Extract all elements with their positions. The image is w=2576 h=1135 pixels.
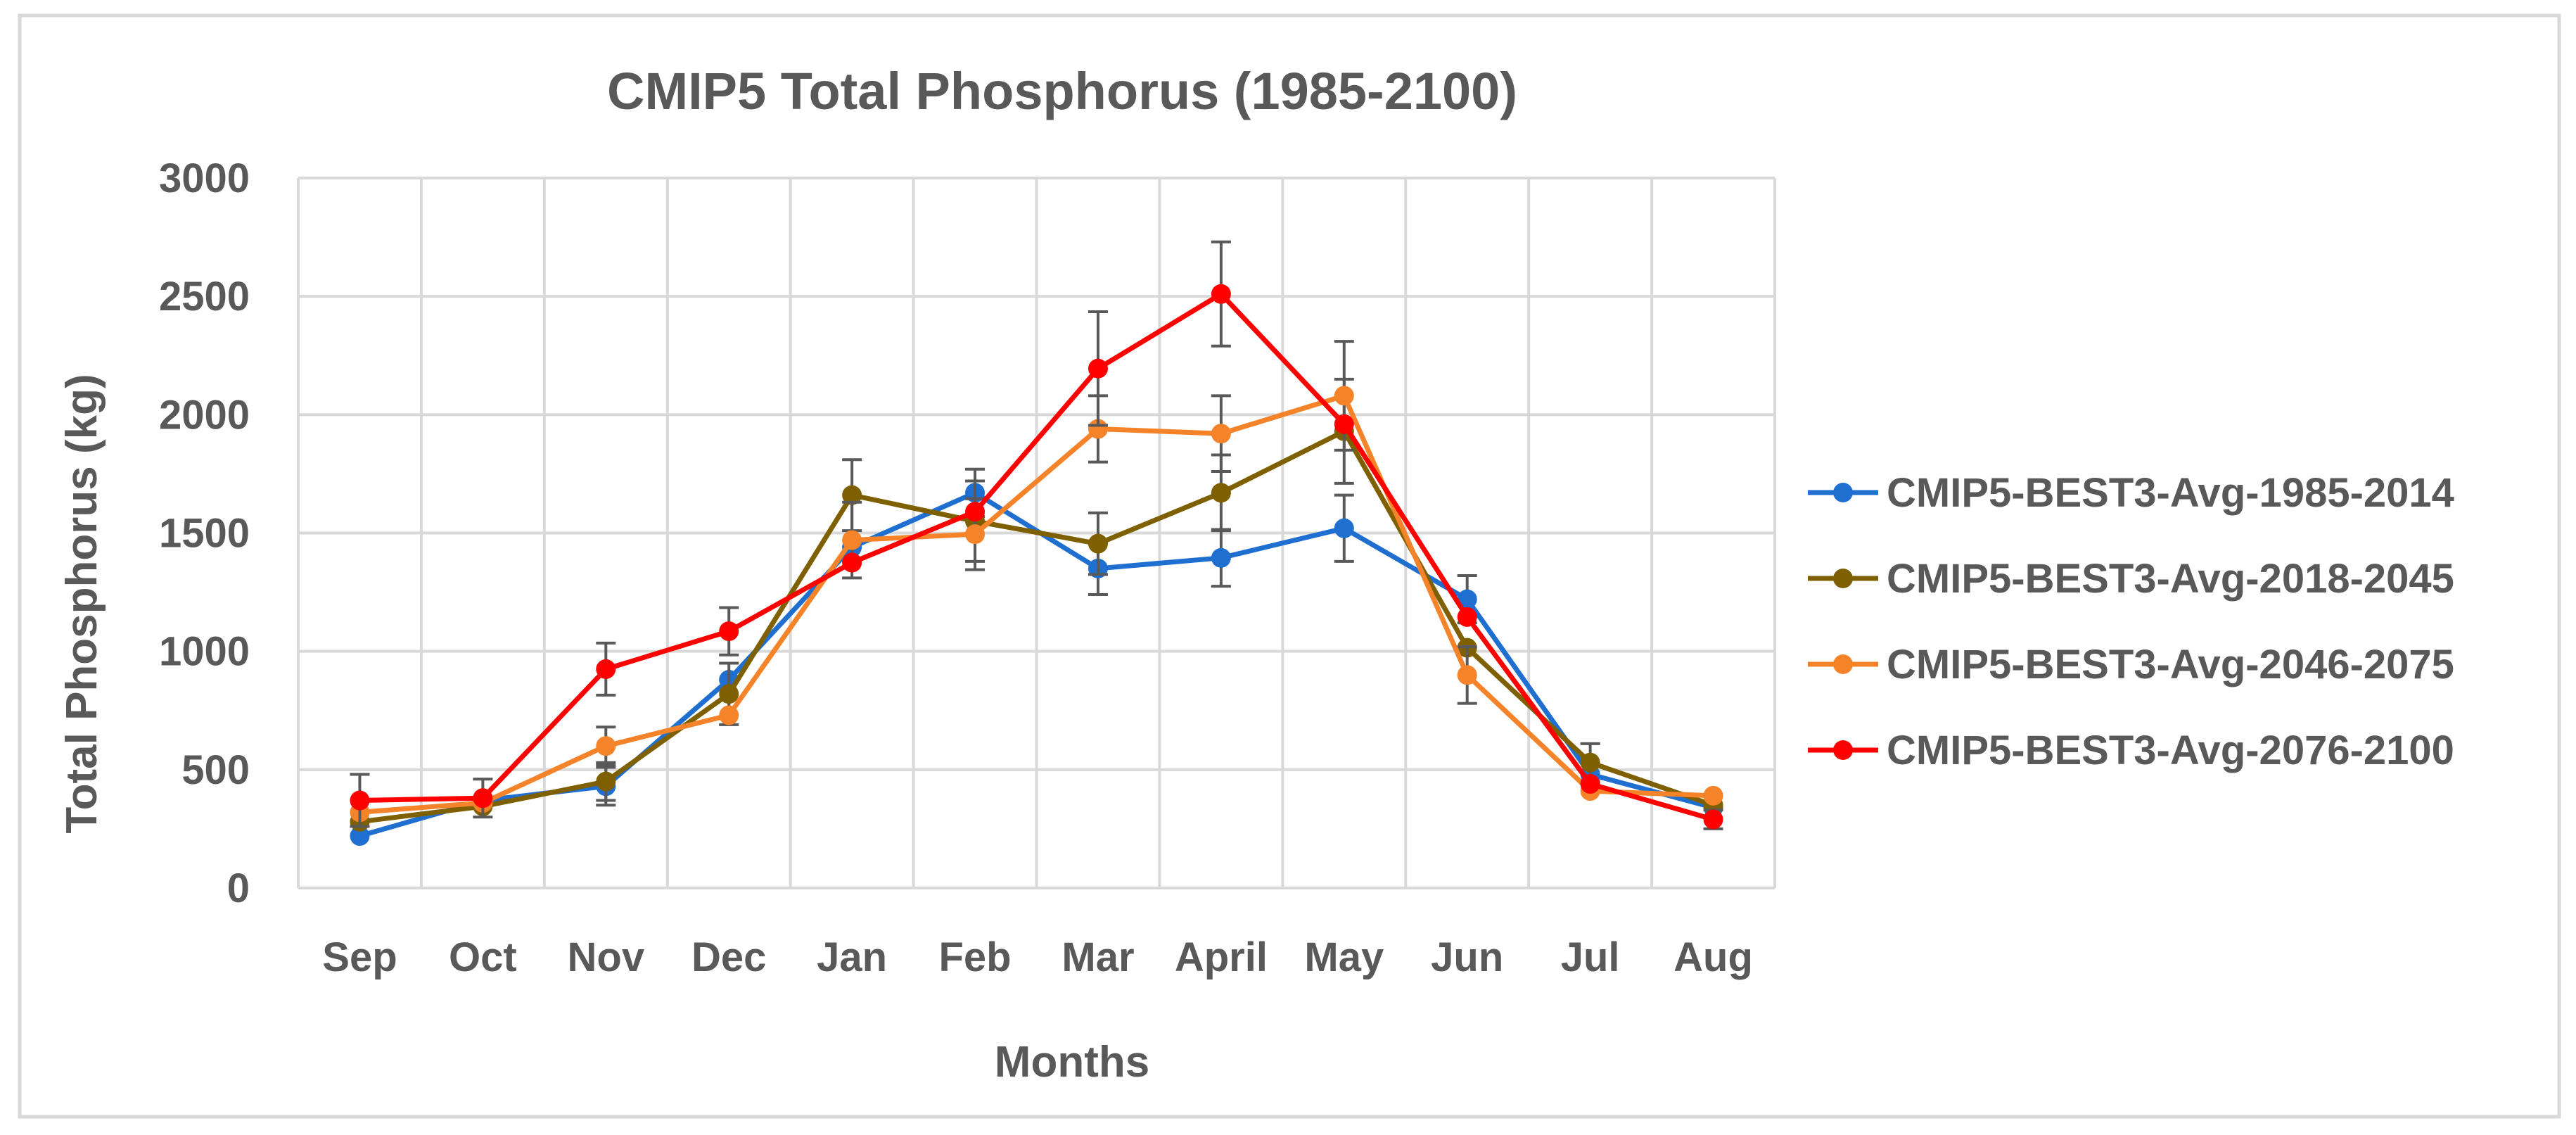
x-tick-label: Sep [322,934,397,980]
legend-item: CMIP5-BEST3-Avg-2018-2045 [1808,556,2454,602]
legend-label: CMIP5-BEST3-Avg-2076-2100 [1887,728,2454,773]
legend-marker [1833,654,1853,674]
chart-title: CMIP5 Total Phosphorus (1985-2100) [607,62,1517,120]
x-tick-label: Nov [568,934,645,980]
data-point [473,788,493,809]
x-tick-label: Feb [938,934,1011,980]
data-point [1211,424,1231,444]
data-point [842,485,862,505]
y-tick-label: 3000 [159,156,250,201]
x-tick-label: Jun [1431,934,1503,980]
data-point [1211,284,1231,304]
y-tick-label: 1500 [159,511,250,557]
data-point [596,771,616,792]
legend-item: CMIP5-BEST3-Avg-2046-2075 [1808,642,2454,687]
data-point [719,705,739,725]
x-tick-label: Jul [1561,934,1620,980]
y-tick-label: 2500 [159,274,250,319]
x-tick-label: Dec [691,934,766,980]
x-tick-label: Jan [817,934,887,980]
legend-label: CMIP5-BEST3-Avg-2018-2045 [1887,556,2454,602]
series-line [359,429,1714,825]
data-point [1334,414,1354,434]
y-axis-title: Total Phosphorus (kg) [58,374,106,833]
data-point [1334,386,1354,406]
data-point [719,684,739,704]
data-point [1088,533,1108,554]
y-axis-ticks: 0 500 1000 1500 2000 2500 3000 [159,156,250,911]
x-tick-label: May [1304,934,1384,980]
series-line [359,393,1714,815]
data-point [842,530,862,550]
legend-marker [1833,740,1853,760]
legend-item: CMIP5-BEST3-Avg-2076-2100 [1808,728,2454,773]
x-axis-ticks: Sep Oct Nov Dec Jan Feb Mar April May Jun Jul Aug [322,934,1753,980]
data-point [1457,607,1477,627]
data-point [1211,547,1231,568]
data-point [1457,589,1477,609]
grid-lines [297,177,1776,889]
x-tick-label: Oct [449,934,517,980]
legend-item: CMIP5-BEST3-Avg-1985-2014 [1808,470,2454,516]
data-point [1703,785,1723,806]
data-point [1211,483,1231,503]
data-point [719,621,739,642]
data-point [1580,752,1600,773]
data-point [596,659,616,679]
data-point [1334,518,1354,538]
x-tick-label: Mar [1061,934,1134,980]
data-point [596,736,616,756]
chart-frame [18,13,2561,1119]
legend: CMIP5-BEST3-Avg-1985-2014 CMIP5-BEST3-Avg… [1808,470,2454,773]
legend-marker [1833,569,1853,588]
data-point [1088,358,1108,379]
legend-label: CMIP5-BEST3-Avg-1985-2014 [1887,470,2454,516]
y-tick-label: 2000 [159,392,250,438]
data-point [965,524,986,545]
data-point [1703,809,1723,830]
data-point [965,502,986,522]
x-tick-label: April [1175,934,1268,980]
y-tick-label: 0 [227,865,250,911]
y-tick-label: 1000 [159,629,250,675]
series-layer [350,240,1723,847]
x-axis-title: Months [995,1038,1149,1086]
data-point [350,790,370,811]
data-point [1580,774,1600,794]
data-point [842,552,862,573]
legend-label: CMIP5-BEST3-Avg-2046-2075 [1887,642,2454,687]
data-point [350,826,370,847]
y-tick-label: 500 [181,747,250,793]
series-line [359,291,1714,822]
x-tick-label: Aug [1673,934,1753,980]
data-point [1457,665,1477,685]
series-4 [350,240,1723,830]
legend-marker [1833,483,1853,502]
